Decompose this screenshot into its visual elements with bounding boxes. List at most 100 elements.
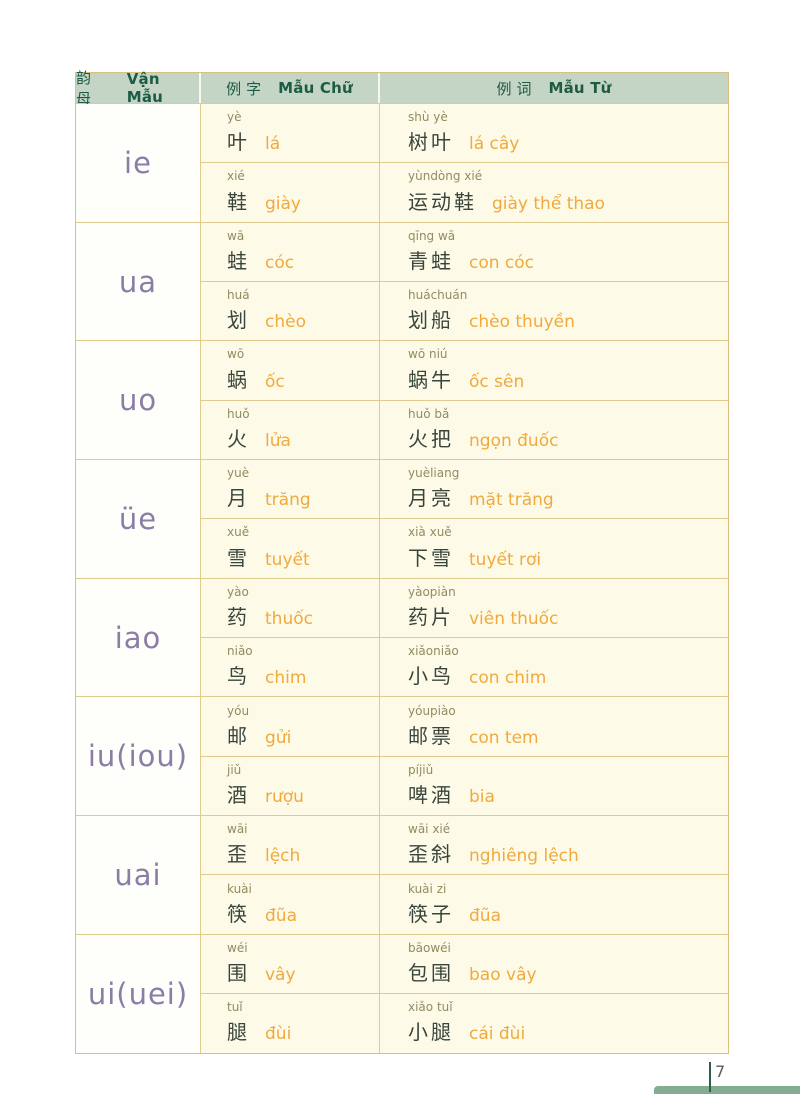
final-cell: ui(uei): [76, 934, 201, 1053]
hanzi-text: 青蛙: [408, 248, 454, 273]
example-char-cell: wéi 围 vây: [201, 934, 380, 994]
examples: yào 药 thuốc yàopiàn 药片 viên thuốc niǎo 鸟 ch…: [201, 578, 728, 697]
vietnamese-text: mặt trăng: [469, 490, 554, 511]
hanzi-text: 酒: [227, 783, 250, 808]
hanzi-text: 邮票: [408, 723, 454, 748]
example-word-cell: huǒ bǎ 火把 ngọn đuốc: [380, 400, 728, 460]
page-number: 7: [715, 1062, 726, 1081]
final-cell: ua: [76, 222, 201, 341]
table-row: üe yuè 月 trăng yuèliang 月亮 mặt trăng xuě 雪…: [76, 459, 728, 578]
pinyin-annotation: yào: [227, 584, 249, 599]
example-subrow: kuài 筷 đũa kuài zi 筷子 đũa: [201, 874, 728, 934]
hanzi-text: 药片: [408, 605, 454, 630]
hanzi-text: 小腿: [408, 1020, 454, 1045]
pinyin-annotation: yùndòng xié: [408, 169, 483, 184]
header-cell-example-word: 例词 Mẫu Từ: [380, 73, 728, 103]
vietnamese-text: rượu: [265, 787, 304, 808]
example-char-cell: yóu 邮 gửi: [201, 697, 380, 756]
example-subrow: yóu 邮 gửi yóupiào 邮票 con tem: [201, 697, 728, 756]
final-cell: üe: [76, 460, 201, 578]
final-label: uo: [118, 383, 158, 418]
pinyin-annotation: wāi: [227, 822, 248, 837]
vietnamese-text: tuyết: [265, 549, 310, 570]
pinyin-annotation: yàopiàn: [408, 584, 456, 599]
example-char-cell: huǒ 火 lửa: [201, 400, 380, 460]
pinyin-annotation: kuài: [227, 881, 252, 896]
pinyin-annotation: xià xuě: [408, 525, 452, 540]
final-cell: iu(iou): [76, 697, 201, 816]
hanzi-text: 筷子: [408, 901, 454, 926]
example-subrow: wō 蜗 ốc wō niú 蜗牛 ốc sên: [201, 341, 728, 400]
vietnamese-text: ốc sên: [469, 371, 525, 392]
example-subrow: wā 蛙 cóc qīng wā 青蛙 con cóc: [201, 222, 728, 282]
example-char-cell: xuě 雪 tuyết: [201, 519, 380, 578]
pinyin-annotation: bāowéi: [408, 940, 451, 955]
footer-divider-line: [709, 1062, 711, 1092]
hanzi-text: 包围: [408, 961, 454, 986]
example-char-cell: wā 蛙 cóc: [201, 222, 380, 282]
hanzi-text: 月亮: [408, 486, 454, 511]
table-row: ua wā 蛙 cóc qīng wā 青蛙 con cóc huá 划 chèo h…: [76, 221, 728, 341]
example-subrow: huǒ 火 lửa huǒ bǎ 火把 ngọn đuốc: [201, 399, 728, 460]
vietnamese-text: chèo: [265, 312, 306, 333]
examples: wéi 围 vây bāowéi 包围 bao vây tuǐ 腿 đùi xiǎo …: [201, 934, 728, 1053]
vietnamese-text: cái đùi: [469, 1024, 526, 1045]
table-row: uai wāi 歪 lệch wāi xié 歪斜 nghiêng lệch kuà…: [76, 815, 728, 934]
example-subrow: yào 药 thuốc yàopiàn 药片 viên thuốc: [201, 578, 728, 638]
example-subrow: jiǔ 酒 rượu píjiǔ 啤酒 bia: [201, 755, 728, 816]
final-label: iu(iou): [87, 739, 189, 774]
table-row: ie yè 叶 lá shù yè 树叶 lá cây xié 鞋 giày yùnd…: [76, 103, 728, 222]
vietnamese-text: đũa: [265, 905, 297, 926]
pinyin-annotation: kuài zi: [408, 881, 447, 896]
examples: yè 叶 lá shù yè 树叶 lá cây xié 鞋 giày yùndòng…: [201, 104, 728, 222]
pinyin-annotation: xiǎo tuǐ: [408, 1000, 453, 1015]
hanzi-text: 歪: [227, 842, 250, 867]
examples: yóu 邮 gửi yóupiào 邮票 con tem jiǔ 酒 rượu píj…: [201, 697, 728, 816]
pinyin-annotation: wāi xié: [408, 822, 451, 837]
vietnamese-text: vây: [265, 965, 296, 986]
example-char-cell: huá 划 chèo: [201, 282, 380, 341]
vietnamese-text: tuyết rơi: [469, 549, 542, 570]
example-word-cell: yuèliang 月亮 mặt trăng: [380, 460, 728, 519]
pinyin-annotation: huáchuán: [408, 288, 468, 303]
example-subrow: wéi 围 vây bāowéi 包围 bao vây: [201, 934, 728, 994]
pinyin-annotation: wō niú: [408, 347, 448, 362]
examples: wā 蛙 cóc qīng wā 青蛙 con cóc huá 划 chèo huác…: [201, 222, 728, 341]
hanzi-text: 围: [227, 961, 250, 986]
final-label: ie: [124, 145, 152, 180]
vietnamese-text: bia: [469, 787, 495, 808]
hanzi-text: 叶: [227, 130, 250, 155]
vietnamese-text: ốc: [265, 371, 285, 392]
vietnamese-text: lệch: [265, 846, 301, 867]
example-word-cell: bāowéi 包围 bao vây: [380, 934, 728, 994]
example-char-cell: wāi 歪 lệch: [201, 816, 380, 875]
example-subrow: niǎo 鸟 chim xiǎoniǎo 小鸟 con chim: [201, 637, 728, 697]
pinyin-annotation: yè: [227, 110, 242, 125]
example-subrow: xié 鞋 giày yùndòng xié 运动鞋 giày thể thao: [201, 162, 728, 222]
vietnamese-text: ngọn đuốc: [469, 430, 559, 451]
final-label: iao: [114, 620, 162, 655]
pinyin-annotation: wā: [227, 228, 245, 243]
example-char-cell: tuǐ 腿 đùi: [201, 994, 380, 1053]
pinyin-annotation: píjiǔ: [408, 762, 434, 777]
final-label: ui(uei): [87, 976, 189, 1011]
vietnamese-text: đũa: [469, 905, 501, 926]
example-word-cell: kuài zi 筷子 đũa: [380, 875, 728, 934]
example-char-cell: kuài 筷 đũa: [201, 875, 380, 934]
example-char-cell: yuè 月 trăng: [201, 460, 380, 519]
hanzi-text: 划: [227, 308, 250, 333]
final-cell: iao: [76, 578, 201, 697]
table-row: iu(iou) yóu 邮 gửi yóupiào 邮票 con tem jiǔ 酒…: [76, 696, 728, 816]
pinyin-annotation: jiǔ: [227, 762, 242, 777]
example-char-cell: jiǔ 酒 rượu: [201, 756, 380, 816]
hanzi-text: 月: [227, 486, 250, 511]
vietnamese-text: lá: [265, 134, 281, 155]
example-subrow: huá 划 chèo huáchuán 划船 chèo thuyền: [201, 281, 728, 341]
vietnamese-text: con tem: [469, 727, 539, 748]
vietnamese-text: con chim: [469, 668, 547, 689]
examples: yuè 月 trăng yuèliang 月亮 mặt trăng xuě 雪 tuy…: [201, 460, 728, 578]
hanzi-text: 火: [227, 426, 250, 451]
hanzi-text: 啤酒: [408, 783, 454, 808]
hanzi-text: 火把: [408, 426, 454, 451]
